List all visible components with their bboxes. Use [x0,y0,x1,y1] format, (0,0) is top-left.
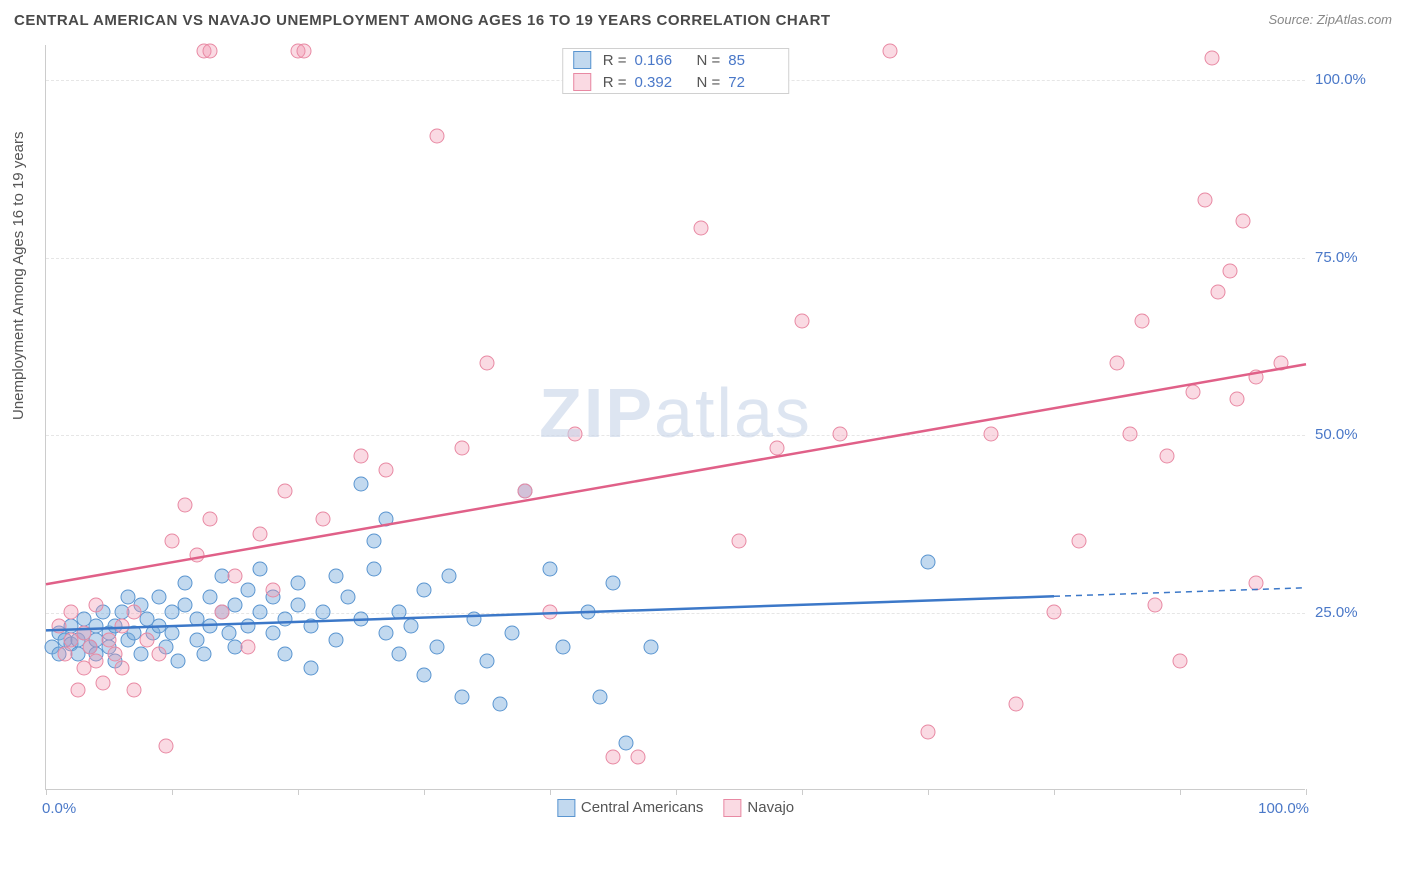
y-tick-label: 75.0% [1315,249,1395,266]
x-tick [298,789,299,795]
legend-stats-row: R = 0.166 N = 85 [563,49,789,71]
r-value: 0.392 [635,74,685,91]
swatch-icon [573,51,591,69]
source-label: Source: ZipAtlas.com [1268,12,1392,27]
legend-item: Central Americans [557,799,704,817]
legend-label: Navajo [747,799,794,816]
x-tick [1180,789,1181,795]
chart-title: CENTRAL AMERICAN VS NAVAJO UNEMPLOYMENT … [14,12,831,29]
legend-stats-row: R = 0.392 N = 72 [563,71,789,93]
x-tick [928,789,929,795]
swatch-icon [573,73,591,91]
trend-lines [46,45,1305,789]
n-value: 85 [728,52,778,69]
x-tick-label: 0.0% [42,800,76,817]
x-tick-label: 100.0% [1258,800,1309,817]
x-tick [1054,789,1055,795]
x-tick [676,789,677,795]
legend-series: Central Americans Navajo [557,799,794,817]
x-tick [550,789,551,795]
x-tick [46,789,47,795]
legend-stats: R = 0.166 N = 85 R = 0.392 N = 72 [562,48,790,94]
y-tick-label: 50.0% [1315,426,1395,443]
x-tick [802,789,803,795]
n-value: 72 [728,74,778,91]
x-tick [1306,789,1307,795]
r-value: 0.166 [635,52,685,69]
chart-area: ZIPatlas R = 0.166 N = 85 R = 0.392 N = … [45,45,1305,790]
n-label: N = [697,74,721,91]
y-tick-label: 100.0% [1315,71,1395,88]
r-label: R = [603,52,627,69]
x-tick [172,789,173,795]
swatch-icon [557,799,575,817]
n-label: N = [697,52,721,69]
y-axis-title: Unemployment Among Ages 16 to 19 years [10,131,27,420]
legend-label: Central Americans [581,799,704,816]
legend-item: Navajo [723,799,794,817]
r-label: R = [603,74,627,91]
x-tick [424,789,425,795]
swatch-icon [723,799,741,817]
y-tick-label: 25.0% [1315,604,1395,621]
